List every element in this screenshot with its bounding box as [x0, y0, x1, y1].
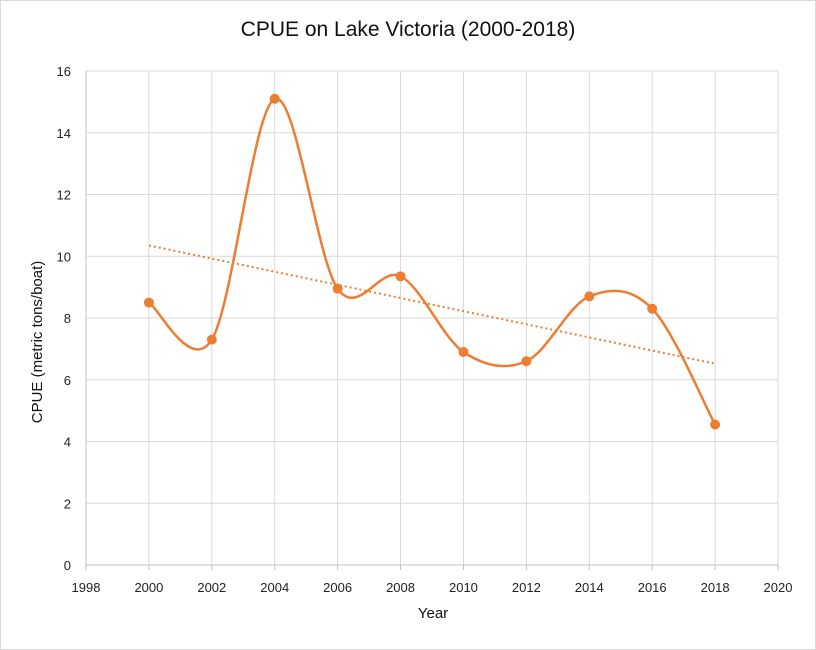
data-point	[458, 346, 469, 357]
x-tick-label: 2012	[512, 580, 541, 595]
x-tick-label: 1998	[72, 580, 101, 595]
y-tick-label: 8	[64, 311, 71, 326]
x-tick-labels: 1998 2000 2002 2004 2006 2008 2010 2012 2014 2016…	[72, 580, 793, 595]
x-tick-label: 2014	[575, 580, 604, 595]
x-tick-label: 2002	[197, 580, 226, 595]
data-point	[521, 356, 532, 367]
data-point	[269, 93, 280, 104]
series-line-layer	[148, 97, 717, 426]
x-tick-label: 2010	[449, 580, 478, 595]
x-axis-label: Year	[417, 605, 449, 622]
data-point	[647, 303, 658, 314]
gridlines	[86, 70, 779, 565]
y-tick-label: 14	[57, 126, 71, 141]
y-tick-label: 0	[64, 558, 71, 573]
trendline	[148, 244, 716, 365]
data-point	[395, 271, 406, 282]
data-points-layer	[143, 93, 721, 430]
y-axis-label: CPUE (metric tons/boat)	[29, 261, 46, 424]
x-tick-label: 2016	[638, 580, 667, 595]
data-point	[332, 283, 343, 294]
data-point	[710, 419, 721, 430]
chart-title: CPUE on Lake Victoria (2000-2018)	[240, 18, 576, 41]
y-tick-label: 6	[64, 373, 71, 388]
y-tick-label: 10	[57, 249, 71, 264]
data-point	[206, 334, 217, 345]
x-tick-label: 2008	[386, 580, 415, 595]
y-tick-label: 16	[57, 64, 71, 79]
x-tick-label: 2006	[323, 580, 352, 595]
axes	[85, 71, 779, 570]
y-tick-label: 4	[64, 435, 71, 450]
trendline-layer	[148, 244, 716, 365]
y-tick-label: 2	[64, 496, 71, 511]
x-tick-label: 2020	[764, 580, 793, 595]
x-tick-label: 2018	[701, 580, 730, 595]
x-tick-label: 2000	[134, 580, 163, 595]
y-tick-labels: 0 2 4 6 8 10 12 14 16	[57, 64, 71, 573]
x-tick-label: 2004	[260, 580, 289, 595]
series-line	[148, 97, 717, 426]
y-tick-label: 12	[57, 188, 71, 203]
data-point	[143, 297, 154, 308]
data-point	[584, 291, 595, 302]
